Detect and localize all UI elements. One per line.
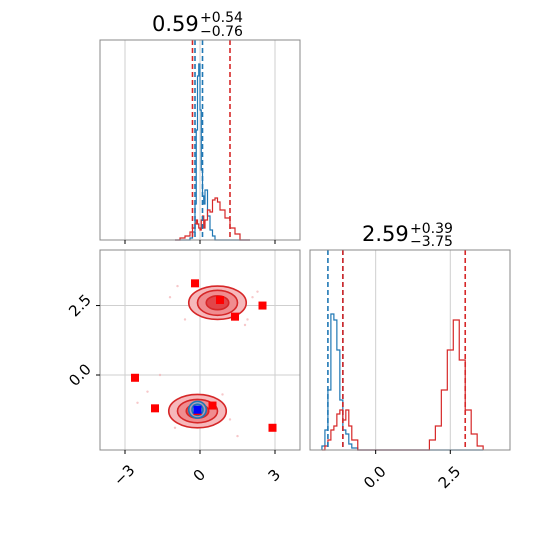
red-sample-marker [151, 404, 159, 413]
scatter-point [236, 434, 239, 438]
scatter-point [158, 373, 162, 377]
scatter-point [221, 393, 224, 396]
title-2-lower: −3.75 [410, 234, 453, 250]
scatter-point [173, 426, 177, 429]
scatter-point [183, 318, 187, 321]
red-sample-marker [231, 312, 239, 321]
scatter-point [243, 323, 247, 327]
red-sample-marker [258, 301, 267, 310]
scatter-point [136, 401, 139, 404]
title-2-upper: +0.39 [410, 221, 453, 237]
red-sample-marker [216, 296, 224, 304]
scatter-point [176, 284, 179, 288]
scatter-point [168, 296, 172, 299]
scatter-point [251, 296, 254, 299]
title-2: 2.59 [362, 222, 409, 246]
title-1-upper: +0.54 [200, 10, 243, 26]
axes-frame [309, 249, 511, 451]
red-sample-marker [131, 373, 139, 382]
title-1: 0.59 [152, 12, 199, 36]
red-sample-marker [191, 279, 199, 288]
scatter-point [146, 390, 149, 393]
scatter-point [246, 318, 249, 321]
blue-sample-marker [193, 405, 202, 414]
red-sample-marker [208, 401, 217, 410]
title-1-lower: −0.76 [200, 24, 243, 40]
red-sample-marker [268, 423, 277, 432]
scatter-point [228, 418, 232, 421]
marginal-histogram-1 [99, 39, 301, 244]
hist-series-red [321, 319, 484, 451]
scatter-point [256, 290, 259, 293]
